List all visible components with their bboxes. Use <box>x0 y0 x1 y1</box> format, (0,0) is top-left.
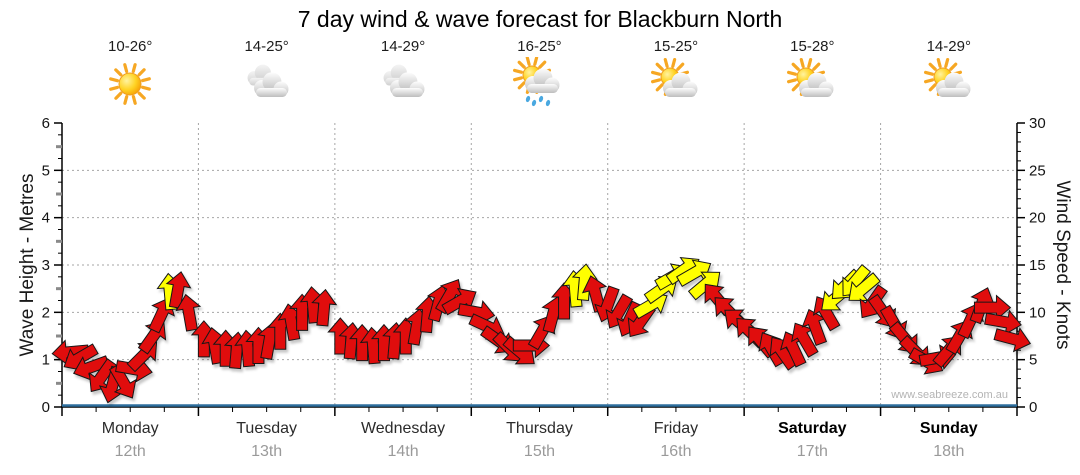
day-label: Saturday <box>778 420 847 437</box>
temp-label: 14-29° <box>380 38 426 55</box>
day-label: Thursday <box>506 420 573 437</box>
tick-label: 0 <box>42 399 50 416</box>
watermark: www.seabreeze.com.au <box>891 389 1008 401</box>
temp-label: 14-29° <box>926 38 971 55</box>
tick-label: 10 <box>1029 304 1046 321</box>
tick-label: 1 <box>42 352 50 369</box>
date-label: 13th <box>251 443 283 460</box>
wind-arrow <box>687 271 721 301</box>
tick-label: 5 <box>1029 352 1037 369</box>
wind-arrow <box>311 288 338 327</box>
weather-icon-sun-showers <box>513 56 560 107</box>
tick-label: 25 <box>1029 162 1046 179</box>
wind-arrow <box>973 294 1012 321</box>
temp-label: 14-25° <box>244 38 289 55</box>
day-header-saturday: 15-28° <box>744 38 880 116</box>
date-label: 15th <box>523 443 556 460</box>
tick-label: 20 <box>1029 210 1046 227</box>
day-label: Wednesday <box>360 420 446 437</box>
day-label: Friday <box>653 420 699 437</box>
day-label: Sunday <box>919 420 978 437</box>
wind-arrow <box>801 308 828 346</box>
wind-arrow-layer <box>51 257 1032 404</box>
temp-label: 16-25° <box>517 38 562 55</box>
wind-arrow <box>605 293 634 329</box>
day-header-wednesday: 14-29° <box>335 38 471 116</box>
temp-label: 10-26° <box>108 38 153 55</box>
date-label: 18th <box>933 443 965 460</box>
weather-icon-partly-cloudy <box>650 58 698 97</box>
wind-arrow <box>848 272 881 301</box>
tick-label: 15 <box>1029 257 1046 274</box>
day-header-thursday: 16-25° <box>471 38 607 116</box>
wind-arrow <box>88 358 118 393</box>
date-label: 12th <box>114 443 146 460</box>
day-header-friday: 15-25° <box>608 38 744 116</box>
temp-label: 15-28° <box>790 38 835 55</box>
tick-label: 6 <box>42 115 50 132</box>
temp-label: 15-25° <box>653 38 699 55</box>
day-label: Monday <box>101 420 159 437</box>
tick-label: 3 <box>42 257 50 274</box>
tick-label: 2 <box>42 304 50 321</box>
wind-arrow <box>108 363 137 399</box>
date-label: 14th <box>387 443 419 460</box>
weather-icon-partly-cloudy <box>923 58 971 97</box>
weather-icon-sunny <box>109 63 152 105</box>
wind-arrow <box>175 293 202 332</box>
page-title: 7 day wind & wave forecast for Blackburn… <box>297 6 783 32</box>
tick-label: 5 <box>42 162 50 179</box>
weather-icon-cloudy <box>383 64 425 97</box>
day-header-monday: 10-26° <box>62 38 198 116</box>
wind-arrow <box>571 263 598 301</box>
tick-label: 0 <box>1029 399 1037 416</box>
weather-icon-partly-cloudy <box>787 58 834 97</box>
day-label: Tuesday <box>236 420 298 437</box>
date-label: 17th <box>796 443 828 460</box>
tick-label: 30 <box>1029 115 1046 132</box>
tick-label: 4 <box>42 210 50 227</box>
weather-icon-cloudy <box>247 64 289 97</box>
day-header-sunday: 14-29° <box>881 38 1017 116</box>
wind-arrow <box>984 309 1022 336</box>
wind-arrow <box>441 287 477 316</box>
day-header-tuesday: 14-25° <box>198 38 334 116</box>
wind-arrow <box>993 327 1032 353</box>
date-label: 16th <box>660 443 692 460</box>
